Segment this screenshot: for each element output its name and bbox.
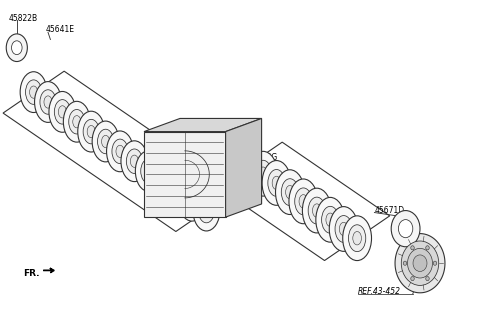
Ellipse shape [302, 188, 331, 233]
Ellipse shape [35, 82, 61, 122]
Ellipse shape [426, 276, 429, 281]
Ellipse shape [262, 161, 291, 205]
Ellipse shape [411, 246, 414, 250]
Text: REF.43-452: REF.43-452 [358, 287, 401, 296]
Ellipse shape [78, 111, 105, 152]
Ellipse shape [276, 170, 304, 215]
Ellipse shape [141, 159, 157, 183]
Ellipse shape [316, 197, 345, 242]
Ellipse shape [174, 185, 181, 197]
Ellipse shape [391, 211, 420, 247]
Ellipse shape [198, 198, 215, 223]
Ellipse shape [135, 151, 162, 191]
Ellipse shape [102, 135, 109, 148]
Ellipse shape [87, 125, 95, 138]
Ellipse shape [6, 34, 27, 62]
Ellipse shape [20, 72, 47, 113]
Ellipse shape [312, 204, 321, 217]
Ellipse shape [286, 186, 294, 199]
Ellipse shape [241, 151, 258, 178]
Ellipse shape [193, 190, 220, 231]
Ellipse shape [69, 110, 85, 134]
Ellipse shape [131, 155, 138, 167]
Ellipse shape [401, 241, 439, 286]
Ellipse shape [426, 246, 429, 250]
Ellipse shape [308, 197, 325, 224]
Text: 45671D: 45671D [374, 206, 405, 215]
Ellipse shape [159, 175, 167, 187]
Ellipse shape [116, 145, 124, 158]
Ellipse shape [299, 195, 308, 208]
Ellipse shape [403, 261, 407, 265]
Ellipse shape [408, 248, 432, 278]
Bar [144, 132, 226, 217]
Ellipse shape [289, 179, 318, 224]
Ellipse shape [249, 151, 277, 196]
Ellipse shape [322, 206, 339, 233]
Ellipse shape [184, 189, 200, 213]
Ellipse shape [107, 131, 133, 172]
Ellipse shape [281, 179, 299, 206]
Ellipse shape [235, 142, 264, 187]
Ellipse shape [73, 115, 81, 128]
Ellipse shape [112, 139, 128, 164]
Ellipse shape [398, 220, 413, 238]
Ellipse shape [25, 80, 42, 104]
Ellipse shape [97, 129, 114, 154]
Polygon shape [144, 118, 262, 132]
Text: FR.: FR. [23, 268, 39, 278]
Polygon shape [395, 234, 445, 293]
Ellipse shape [272, 176, 281, 190]
Text: 45665G: 45665G [247, 153, 277, 163]
Ellipse shape [353, 232, 361, 245]
Text: 45641E: 45641E [46, 25, 74, 34]
Ellipse shape [254, 160, 272, 187]
Ellipse shape [343, 216, 372, 261]
Ellipse shape [335, 215, 352, 242]
Ellipse shape [164, 170, 191, 211]
Ellipse shape [155, 169, 171, 193]
Ellipse shape [203, 204, 210, 217]
Ellipse shape [259, 167, 267, 180]
Ellipse shape [169, 179, 186, 203]
Polygon shape [43, 268, 54, 273]
Ellipse shape [245, 158, 254, 171]
Ellipse shape [188, 194, 196, 207]
Ellipse shape [59, 106, 66, 118]
Ellipse shape [413, 255, 427, 271]
Ellipse shape [268, 169, 285, 196]
Ellipse shape [44, 96, 52, 108]
Ellipse shape [348, 225, 366, 252]
Ellipse shape [12, 41, 22, 55]
Ellipse shape [145, 165, 153, 177]
Text: REF.43-452: REF.43-452 [209, 122, 252, 131]
Ellipse shape [40, 90, 56, 114]
Ellipse shape [54, 100, 71, 124]
Ellipse shape [433, 261, 437, 265]
Ellipse shape [126, 149, 143, 173]
Ellipse shape [295, 188, 312, 215]
Ellipse shape [92, 121, 119, 162]
Ellipse shape [150, 161, 177, 201]
Ellipse shape [179, 180, 205, 221]
Ellipse shape [329, 207, 358, 251]
Ellipse shape [339, 222, 348, 236]
Ellipse shape [326, 213, 335, 226]
Ellipse shape [63, 101, 90, 142]
Ellipse shape [49, 91, 76, 132]
Ellipse shape [121, 141, 148, 182]
Ellipse shape [83, 119, 99, 144]
Text: 45822B: 45822B [9, 13, 38, 23]
Polygon shape [226, 118, 262, 217]
Ellipse shape [30, 86, 37, 98]
Ellipse shape [411, 276, 414, 281]
